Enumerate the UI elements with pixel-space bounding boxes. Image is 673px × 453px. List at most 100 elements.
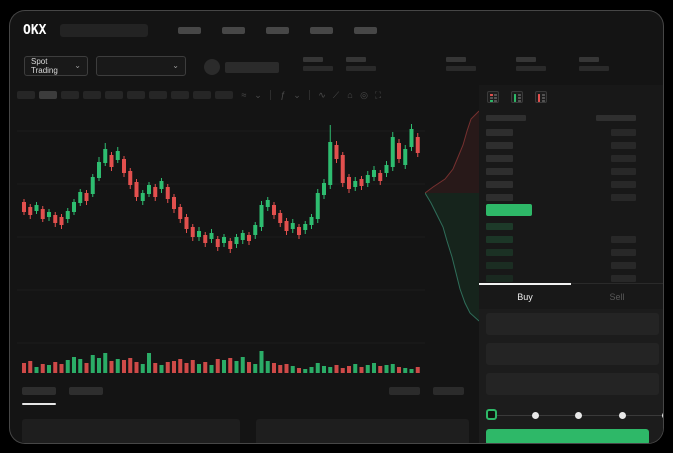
bid-price-placeholder[interactable] (486, 262, 513, 269)
chart-area[interactable] (17, 105, 480, 375)
slider-stop[interactable] (618, 412, 626, 419)
book-sell-icon[interactable] (535, 91, 547, 103)
volume-bar (115, 359, 120, 373)
bid-price-placeholder[interactable] (486, 223, 513, 230)
nav-item-placeholder[interactable] (178, 26, 202, 34)
camera-icon[interactable]: ⌂ (347, 90, 353, 100)
chevron-down-icon[interactable]: ⌄ (254, 90, 262, 100)
ask-price-placeholder[interactable] (486, 155, 513, 162)
candle-body (90, 177, 95, 194)
candle-body (290, 223, 295, 229)
candlestick-chart[interactable] (17, 105, 425, 375)
ask-price-placeholder[interactable] (486, 142, 513, 149)
candle-body (122, 159, 126, 173)
timeframe-button[interactable] (215, 91, 233, 99)
settings-icon[interactable]: ◎ (360, 90, 368, 100)
indicator-icon[interactable]: ƒ (280, 90, 286, 100)
timeframe-button[interactable] (39, 91, 57, 99)
candle-body (409, 129, 414, 147)
bottom-right-placeholder[interactable] (389, 387, 420, 395)
bid-amount-placeholder (611, 249, 636, 256)
stat-value-placeholder (303, 66, 333, 71)
draw-icon[interactable]: ⟋ (332, 90, 340, 100)
candle-style-icon[interactable]: ≈ (241, 90, 247, 100)
trade-input-field[interactable] (486, 313, 659, 335)
timeframe-button[interactable] (83, 91, 101, 99)
bottom-tab-active[interactable] (22, 387, 56, 395)
trade-input-field[interactable] (486, 343, 659, 365)
candle-body (40, 209, 45, 219)
timeframe-button[interactable] (171, 91, 189, 99)
volume-bar (178, 359, 183, 373)
nav-item-placeholder[interactable] (310, 26, 334, 34)
pair-select[interactable]: ⌄ (96, 56, 186, 76)
stat-placeholder (446, 57, 476, 71)
search-input[interactable] (60, 23, 149, 37)
last-price-badge[interactable] (486, 204, 532, 216)
timeframe-button[interactable] (61, 91, 79, 99)
buy-submit-button[interactable] (486, 429, 649, 443)
ask-price-placeholder[interactable] (486, 168, 513, 175)
volume-bar (347, 366, 351, 373)
tab-sell[interactable]: Sell (609, 292, 625, 302)
toolbar-divider (309, 90, 310, 100)
slider-stop[interactable] (662, 412, 663, 419)
volume-bar (72, 357, 76, 373)
volume-bar (284, 364, 289, 373)
candle-body (147, 185, 151, 194)
nav-item-placeholder[interactable] (266, 26, 290, 34)
candle-body (209, 233, 214, 239)
volume-bar (22, 363, 26, 373)
volume-bar (409, 369, 414, 373)
slider-stop[interactable] (575, 412, 582, 419)
nav-item-placeholder[interactable] (222, 26, 246, 34)
bid-price-placeholder[interactable] (486, 236, 513, 243)
volume-bar (403, 368, 408, 373)
main-body: ≈ ⌄ ƒ ⌄ ∿ ⟋ ⌂ ◎ ⛶ (10, 85, 663, 443)
candlestick-pane[interactable] (17, 105, 425, 375)
timeframe-button[interactable] (127, 91, 145, 99)
candle-body (215, 239, 220, 247)
chevron-down-icon: ⌄ (172, 61, 179, 70)
book-both-icon[interactable] (487, 91, 499, 103)
timeframe-button[interactable] (149, 91, 167, 99)
bottom-right-placeholder[interactable] (433, 387, 464, 395)
candle-body (384, 165, 389, 173)
volume-bar (209, 365, 214, 373)
stat-placeholder (303, 57, 333, 71)
fullscreen-icon[interactable]: ⛶ (374, 90, 382, 100)
line-style-icon[interactable]: ∿ (318, 90, 326, 100)
volume-bar (303, 369, 308, 373)
toolbar-divider (270, 90, 271, 100)
candle-body (378, 173, 383, 181)
timeframe-button[interactable] (193, 91, 211, 99)
bottom-tab[interactable] (69, 387, 103, 395)
slider-stop[interactable] (531, 412, 539, 419)
nav-item-placeholder[interactable] (354, 26, 378, 34)
tab-buy[interactable]: Buy (517, 292, 533, 302)
ask-price-placeholder[interactable] (486, 129, 513, 136)
ask-price-placeholder[interactable] (486, 181, 513, 188)
volume-bar (222, 360, 226, 373)
candle-body (153, 187, 158, 197)
timeframe-button[interactable] (105, 91, 123, 99)
candle-body (297, 227, 301, 235)
volume-bar (359, 367, 364, 373)
okx-logo: OKX (23, 22, 47, 38)
active-tab-underline (22, 403, 56, 405)
timeframe-button[interactable] (17, 91, 35, 99)
volume-bar (109, 361, 114, 373)
volume-bar (165, 362, 170, 373)
slider-handle[interactable] (486, 409, 497, 420)
book-buy-icon[interactable] (511, 91, 523, 103)
candle-body (234, 237, 239, 244)
market-type-select[interactable]: Spot Trading ⌄ (24, 56, 88, 76)
volume-bar (203, 362, 208, 373)
volume-bar (53, 362, 58, 373)
bid-price-placeholder[interactable] (486, 249, 513, 256)
ask-price-placeholder[interactable] (486, 194, 513, 201)
bid-price-placeholder[interactable] (486, 275, 513, 282)
chevron-down-icon[interactable]: ⌄ (293, 90, 301, 100)
trade-input-field[interactable] (486, 373, 659, 395)
volume-bar (378, 366, 383, 373)
